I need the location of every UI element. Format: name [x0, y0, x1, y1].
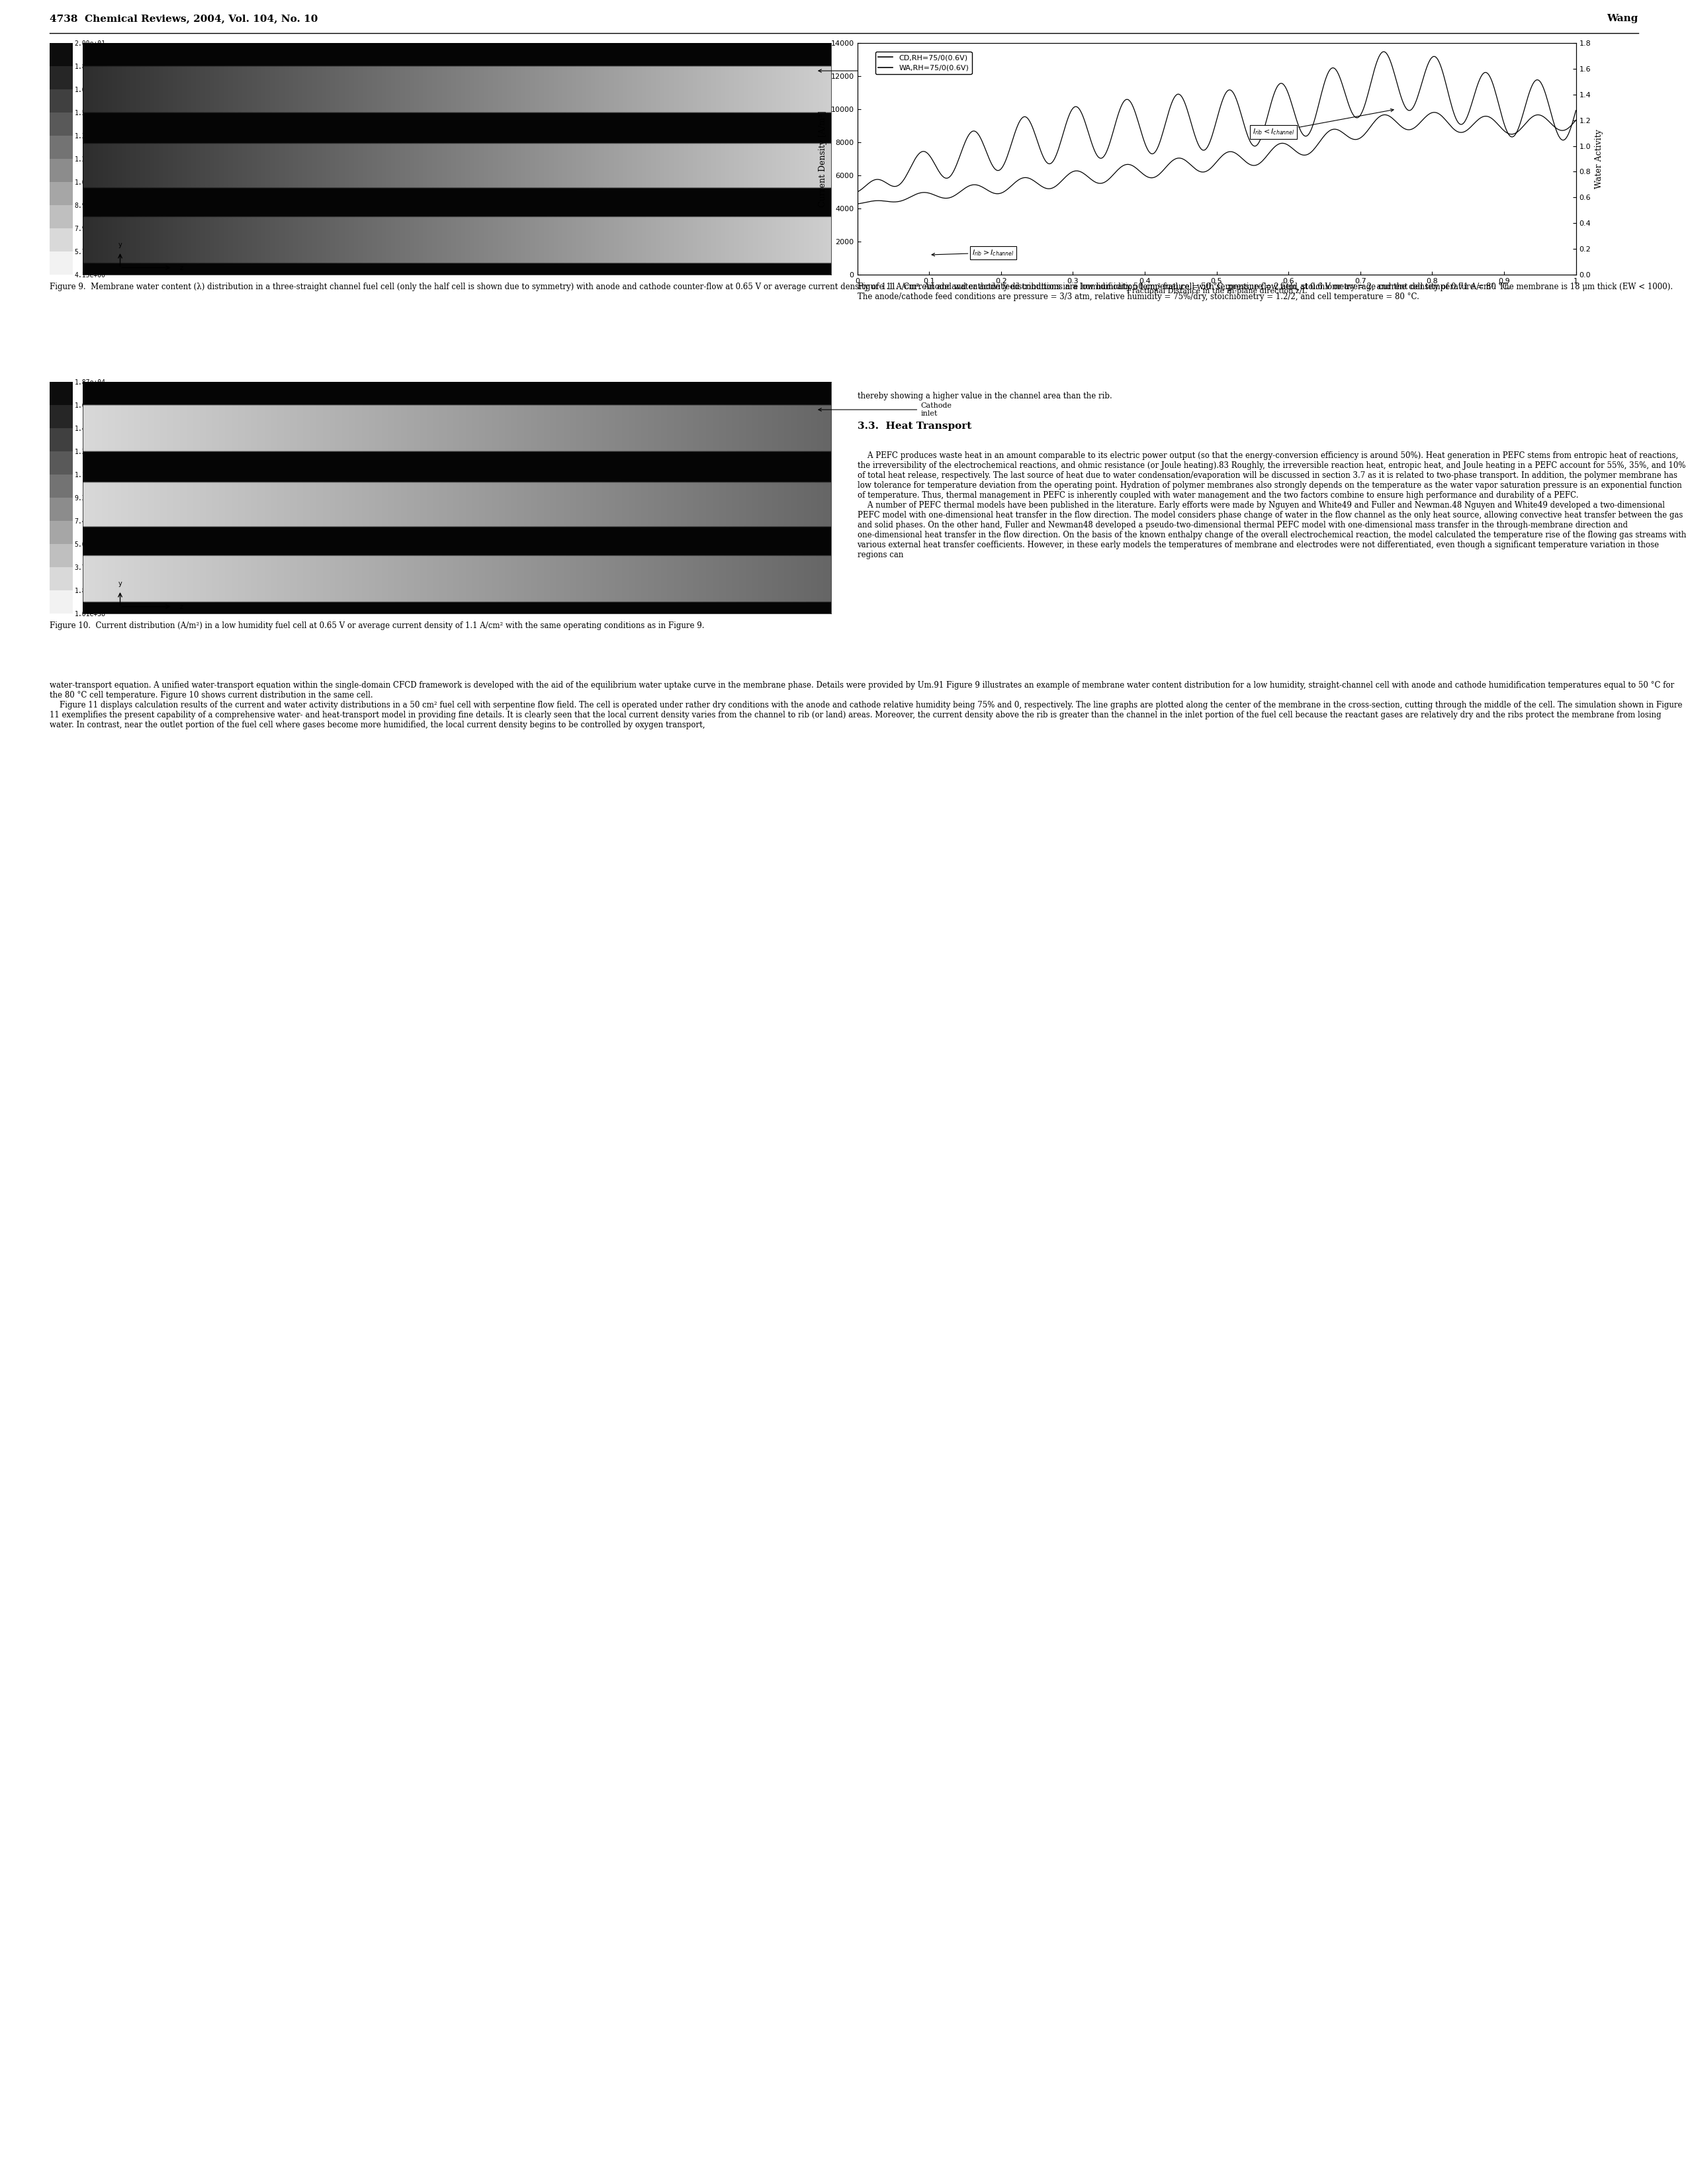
CD,RH=75/0(0.6V): [1271, 70, 1291, 96]
Bar: [49, 229, 73, 251]
Bar: [49, 135, 73, 159]
Bar: [49, 404, 73, 428]
Bar: [49, 382, 73, 404]
Text: Cathode
inlet: Cathode inlet: [819, 63, 952, 79]
Text: z: z: [181, 264, 184, 271]
Text: y: y: [118, 242, 122, 249]
Bar: [49, 544, 73, 568]
Bar: [49, 568, 73, 590]
X-axis label: Fractional Distance in the In-plane direction,z/L: Fractional Distance in the In-plane dire…: [1126, 288, 1307, 295]
Text: Figure 9.  Membrane water content (λ) distribution in a three-straight channel f: Figure 9. Membrane water content (λ) dis…: [49, 282, 1511, 290]
WA,RH=75/0(0.6V): [1327, 116, 1347, 142]
Bar: [49, 44, 73, 66]
Y-axis label: Water Activity: Water Activity: [1595, 129, 1604, 188]
Bar: [49, 498, 73, 520]
Text: A PEFC produces waste heat in an amount comparable to its electric power output : A PEFC produces waste heat in an amount …: [858, 452, 1686, 559]
CD,RH=75/0(0.6V): [974, 133, 994, 159]
Bar: [49, 114, 73, 135]
Text: water-transport equation. A unified water-transport equation within the single-d: water-transport equation. A unified wate…: [49, 681, 1683, 729]
Bar: [49, 205, 73, 229]
WA,RH=75/0(0.6V): [974, 175, 994, 201]
WA,RH=75/0(0.6V): [1271, 131, 1291, 157]
Bar: [49, 428, 73, 452]
WA,RH=75/0(0.6V): [1031, 173, 1052, 199]
Text: Wang: Wang: [1607, 13, 1639, 24]
CD,RH=75/0(0.6V): [1566, 98, 1587, 124]
Bar: [49, 159, 73, 181]
CD,RH=75/0(0.6V): [1031, 140, 1052, 166]
Text: y: y: [118, 581, 122, 587]
Bar: [49, 90, 73, 114]
Bar: [49, 66, 73, 90]
WA,RH=75/0(0.6V): [1425, 98, 1445, 124]
Bar: [49, 590, 73, 614]
WA,RH=75/0(0.6V): [1388, 111, 1408, 138]
Bar: [49, 251, 73, 275]
CD,RH=75/0(0.6V): [1327, 59, 1347, 85]
Y-axis label: Current Density [A/m²]: Current Density [A/m²]: [819, 111, 827, 207]
Text: Figure 11.  Current and water activity distributions in a low humidity 50 cm² fu: Figure 11. Current and water activity di…: [858, 282, 1673, 301]
Legend: CD,RH=75/0(0.6V), WA,RH=75/0(0.6V): CD,RH=75/0(0.6V), WA,RH=75/0(0.6V): [876, 52, 972, 74]
CD,RH=75/0(0.6V): [1389, 79, 1409, 105]
Bar: [49, 452, 73, 474]
WA,RH=75/0(0.6V): [1171, 146, 1192, 173]
Bar: [49, 181, 73, 205]
Line: CD,RH=75/0(0.6V): CD,RH=75/0(0.6V): [858, 52, 1577, 192]
Bar: [49, 474, 73, 498]
CD,RH=75/0(0.6V): [847, 179, 868, 205]
Text: 3.3.  Heat Transport: 3.3. Heat Transport: [858, 422, 971, 430]
Text: Figure 10.  Current distribution (A/m²) in a low humidity fuel cell at 0.65 V or: Figure 10. Current distribution (A/m²) i…: [49, 622, 704, 629]
Bar: [49, 520, 73, 544]
WA,RH=75/0(0.6V): [847, 190, 868, 216]
CD,RH=75/0(0.6V): [1171, 85, 1192, 111]
Line: WA,RH=75/0(0.6V): WA,RH=75/0(0.6V): [858, 111, 1577, 203]
WA,RH=75/0(0.6V): [1566, 107, 1587, 133]
Text: Cathode
inlet: Cathode inlet: [819, 402, 952, 417]
Text: 4738  Chemical Reviews, 2004, Vol. 104, No. 10: 4738 Chemical Reviews, 2004, Vol. 104, N…: [49, 13, 317, 24]
Text: $I_{rib}<I_{channel}$: $I_{rib}<I_{channel}$: [1252, 109, 1394, 138]
Text: z: z: [181, 603, 184, 609]
Text: $I_{rib}>I_{channel}$: $I_{rib}>I_{channel}$: [932, 249, 1014, 258]
Text: thereby showing a higher value in the channel area than the rib.: thereby showing a higher value in the ch…: [858, 391, 1112, 400]
CD,RH=75/0(0.6V): [1374, 39, 1394, 66]
